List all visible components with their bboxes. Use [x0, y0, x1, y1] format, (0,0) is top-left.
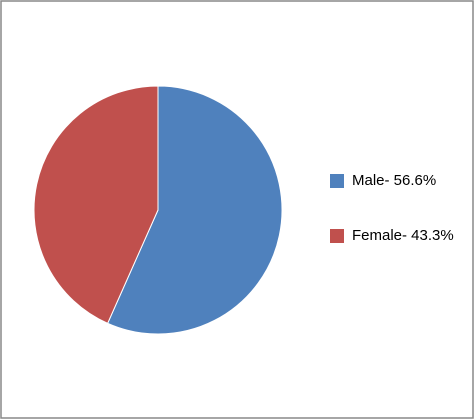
legend-label: Female- 43.3% [352, 227, 454, 244]
legend-swatch [330, 174, 344, 188]
legend-swatch [330, 229, 344, 243]
pie-slice [33, 85, 159, 324]
pie-slice [106, 85, 283, 335]
legend-label: Male- 56.6% [352, 172, 436, 189]
